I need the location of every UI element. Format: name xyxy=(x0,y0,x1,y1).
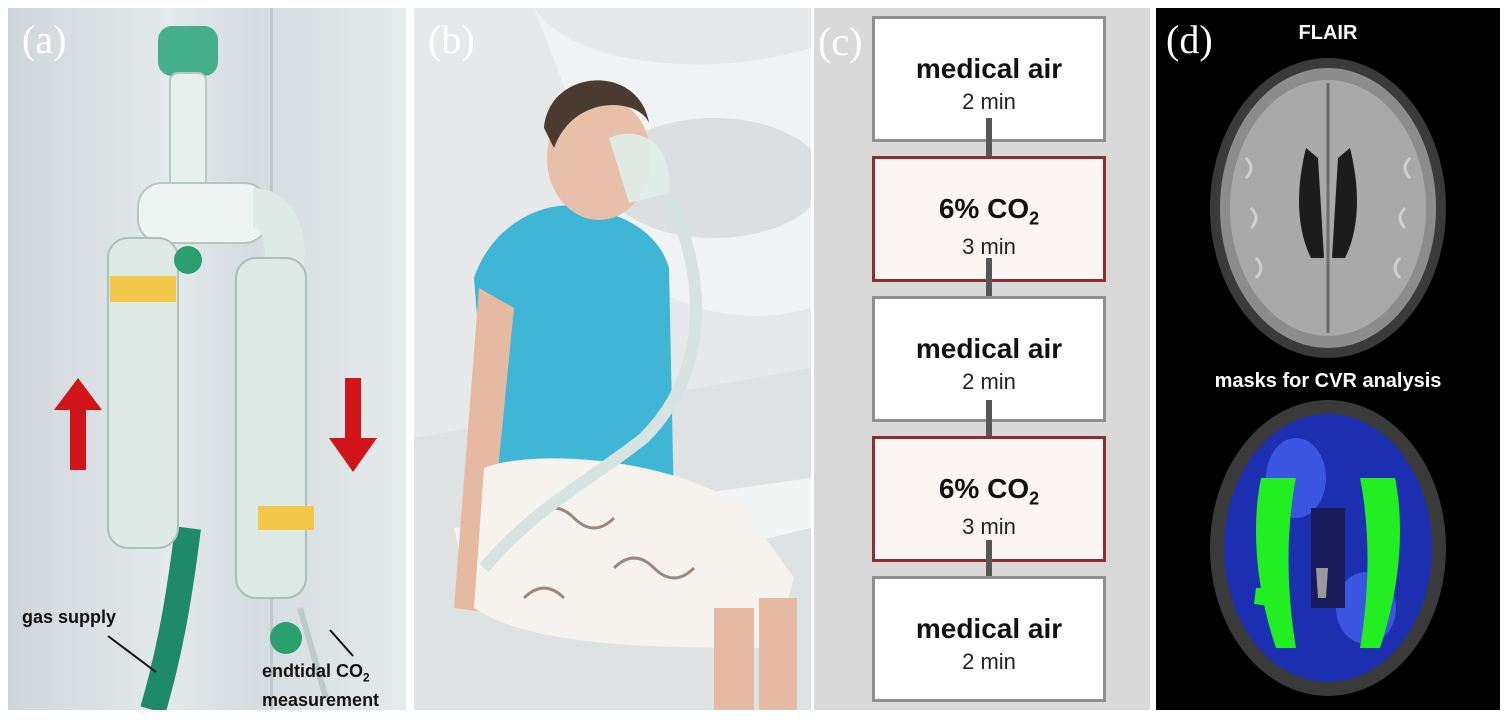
protocol-step-2: 6% CO2 3 min xyxy=(872,156,1106,282)
flair-title: FLAIR xyxy=(1298,22,1358,44)
breathing-tube xyxy=(479,195,703,572)
arrow-down-icon xyxy=(329,378,377,472)
step-title: medical air xyxy=(915,333,1063,364)
step-duration: 2 min xyxy=(962,369,1016,394)
right-white-matter-mask xyxy=(1360,478,1400,648)
step-duration: 2 min xyxy=(962,89,1016,114)
step-title: 6% CO2 xyxy=(938,473,1040,509)
panel-a-breathing-circuit: (a) gas supply endtidal CO2 measurement xyxy=(8,8,406,710)
step-duration: 3 min xyxy=(962,233,1016,259)
panel-label: (b) xyxy=(428,17,475,62)
endtidal-co2-label: endtidal CO2 measurement xyxy=(262,661,380,710)
protocol-step-5: medical air 2 min xyxy=(872,576,1106,702)
right-label-strip xyxy=(258,506,314,530)
flow-arrow-3 xyxy=(986,400,992,462)
arrow-up-icon xyxy=(54,378,102,470)
subject-arm xyxy=(454,288,514,612)
step-duration: 3 min xyxy=(962,513,1016,539)
step-duration: 2 min xyxy=(962,649,1016,674)
sample-port-cap xyxy=(270,622,302,654)
flair-brain-image xyxy=(1210,58,1446,358)
green-cap xyxy=(158,26,218,76)
panel-b-subject-photo: (b) xyxy=(414,8,811,710)
panel-c-gas-protocol: (c) medical air 2 min 6% CO2 3 min medic… xyxy=(814,8,1150,710)
panel-label: (c) xyxy=(818,19,863,64)
flow-arrow-1 xyxy=(986,118,992,180)
mri-images xyxy=(1210,58,1446,696)
cvr-masks-title: masks for CVR analysis xyxy=(1214,370,1442,392)
flow-arrow-4 xyxy=(986,540,992,602)
subject-in-scanner-illustration xyxy=(414,8,811,710)
subject-legs xyxy=(714,608,754,710)
cvr-mask-brain-image xyxy=(1210,400,1446,696)
gas-supply-label: gas supply xyxy=(22,607,117,627)
step-title: medical air xyxy=(915,53,1063,84)
flow-arrow-2 xyxy=(986,258,992,320)
step-title: 6% CO2 xyxy=(938,193,1040,229)
right-filter xyxy=(235,257,307,599)
left-ventricle xyxy=(1299,148,1324,258)
subject-hair xyxy=(544,80,649,148)
right-ventricle xyxy=(1332,148,1357,258)
gas-supply-leader xyxy=(107,635,157,673)
valve-cap xyxy=(174,246,202,274)
panel-label: (a) xyxy=(22,17,67,62)
face-mask xyxy=(609,133,670,203)
left-filter xyxy=(107,237,179,549)
green-tube xyxy=(140,526,201,710)
panel-label: (d) xyxy=(1166,17,1213,62)
panel-d-mri: (d) FLAIR masks for CVR analysis xyxy=(1156,8,1500,710)
t-connector xyxy=(137,182,269,244)
step-title: medical air xyxy=(915,613,1063,644)
left-label-strip xyxy=(110,276,176,302)
endtidal-leader xyxy=(329,629,354,657)
breathing-circuit-illustration xyxy=(54,26,377,710)
